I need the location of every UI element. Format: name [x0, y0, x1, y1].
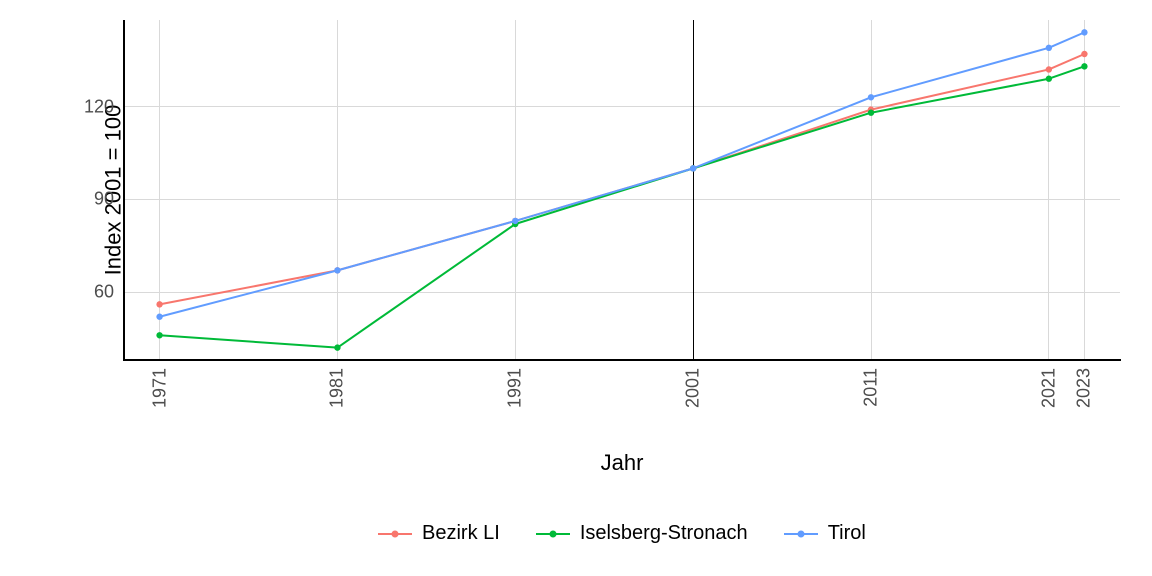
y-tick-label: 120	[84, 96, 124, 117]
x-tick-label: 1991	[505, 368, 526, 408]
legend-item: Tirol	[784, 522, 866, 545]
axis-line-y	[123, 20, 125, 360]
legend-swatch-dot	[549, 530, 556, 537]
series-point	[868, 94, 874, 100]
series-point	[334, 267, 340, 273]
series-point	[1081, 63, 1087, 69]
legend-swatch	[536, 533, 570, 535]
series-point	[156, 301, 162, 307]
legend-label: Tirol	[828, 522, 866, 545]
series-point	[1081, 29, 1087, 35]
chart-container: Index 2001 = 100 60901201971198119912001…	[0, 0, 1152, 576]
series-point	[1046, 66, 1052, 72]
x-axis-title-text: Jahr	[601, 450, 644, 475]
series-point	[1081, 51, 1087, 57]
legend-swatch-dot	[392, 530, 399, 537]
series-point	[512, 218, 518, 224]
legend-swatch	[378, 533, 412, 535]
series-point	[156, 332, 162, 338]
x-tick-label: 2023	[1074, 368, 1095, 408]
x-tick-label: 2011	[861, 368, 882, 407]
series-point	[1046, 45, 1052, 51]
series-point	[334, 344, 340, 350]
legend-item: Bezirk LI	[378, 522, 500, 545]
legend-swatch	[784, 533, 818, 535]
series-point	[156, 314, 162, 320]
x-tick-label: 1981	[327, 368, 348, 408]
y-tick-label: 60	[94, 282, 124, 303]
axis-line-x	[123, 359, 1121, 361]
x-tick-label: 2001	[683, 368, 704, 408]
series-line	[160, 32, 1085, 316]
legend-swatch-dot	[797, 530, 804, 537]
plot-panel: 60901201971198119912001201120212023	[124, 20, 1120, 360]
series-point	[690, 165, 696, 171]
x-tick-label: 2021	[1038, 368, 1059, 408]
x-axis-title: Jahr	[124, 450, 1120, 476]
legend-item: Iselsberg-Stronach	[536, 522, 748, 545]
series-line	[160, 54, 1085, 304]
series-point	[868, 110, 874, 116]
y-tick-label: 90	[94, 189, 124, 210]
legend-label: Bezirk LI	[422, 522, 500, 545]
series-point	[1046, 76, 1052, 82]
x-tick-label: 1971	[149, 368, 170, 408]
series-layer	[124, 20, 1120, 360]
series-line	[160, 66, 1085, 347]
legend-label: Iselsberg-Stronach	[580, 522, 748, 545]
legend: Bezirk LI Iselsberg-Stronach Tirol	[378, 522, 866, 545]
